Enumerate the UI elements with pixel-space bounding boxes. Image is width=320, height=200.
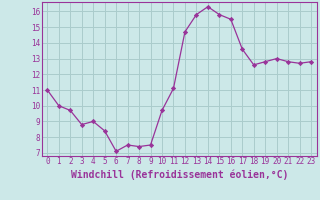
X-axis label: Windchill (Refroidissement éolien,°C): Windchill (Refroidissement éolien,°C) xyxy=(70,169,288,180)
